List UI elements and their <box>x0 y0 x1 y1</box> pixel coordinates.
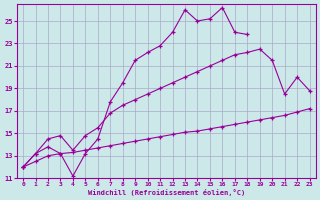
X-axis label: Windchill (Refroidissement éolien,°C): Windchill (Refroidissement éolien,°C) <box>88 189 245 196</box>
